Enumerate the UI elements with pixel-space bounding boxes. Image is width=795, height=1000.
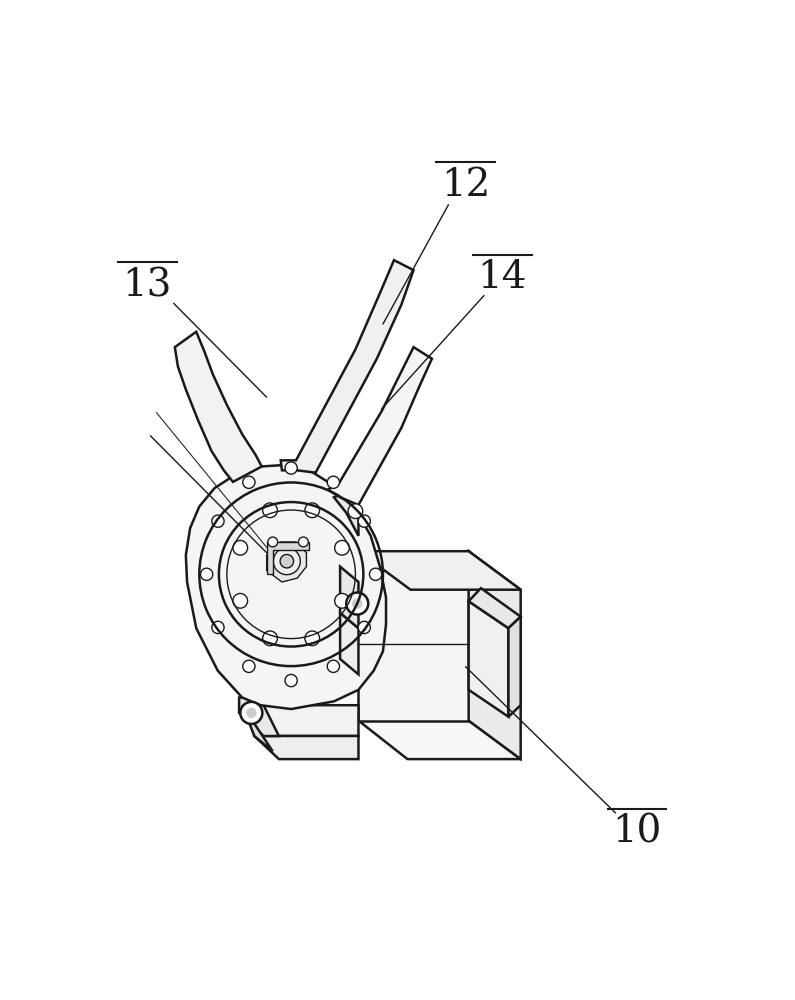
Circle shape <box>335 540 349 555</box>
Polygon shape <box>239 698 279 736</box>
Polygon shape <box>509 617 521 717</box>
Circle shape <box>328 660 339 672</box>
Polygon shape <box>468 551 521 759</box>
Circle shape <box>285 462 297 474</box>
Circle shape <box>262 503 277 518</box>
Polygon shape <box>340 567 359 628</box>
Polygon shape <box>254 736 359 759</box>
Polygon shape <box>242 674 359 736</box>
Circle shape <box>328 476 339 488</box>
Circle shape <box>298 537 308 547</box>
Circle shape <box>359 515 370 527</box>
Circle shape <box>370 568 382 580</box>
Polygon shape <box>328 347 432 505</box>
Text: 14: 14 <box>478 259 527 296</box>
Polygon shape <box>266 542 309 574</box>
Polygon shape <box>468 601 509 717</box>
Circle shape <box>242 476 255 488</box>
Polygon shape <box>281 260 413 473</box>
Polygon shape <box>186 465 386 709</box>
Circle shape <box>359 621 370 634</box>
Text: 10: 10 <box>612 814 661 851</box>
Polygon shape <box>359 551 521 590</box>
Circle shape <box>211 515 224 527</box>
Circle shape <box>233 593 247 608</box>
Circle shape <box>268 537 277 547</box>
Circle shape <box>262 631 277 646</box>
Circle shape <box>211 621 224 634</box>
Circle shape <box>233 540 247 555</box>
Polygon shape <box>359 721 521 759</box>
Polygon shape <box>242 705 273 751</box>
Circle shape <box>285 674 297 687</box>
Circle shape <box>273 548 301 575</box>
Polygon shape <box>334 490 359 536</box>
Polygon shape <box>175 332 262 482</box>
Polygon shape <box>468 588 521 628</box>
Text: 13: 13 <box>122 267 172 304</box>
Circle shape <box>246 708 256 718</box>
Text: 12: 12 <box>441 167 491 204</box>
Circle shape <box>280 554 293 568</box>
Circle shape <box>348 504 363 519</box>
Polygon shape <box>359 551 468 721</box>
Polygon shape <box>266 542 306 582</box>
Circle shape <box>200 568 213 580</box>
Polygon shape <box>340 613 359 674</box>
Circle shape <box>242 660 255 672</box>
Circle shape <box>346 593 368 615</box>
Circle shape <box>304 631 320 646</box>
Circle shape <box>352 599 363 608</box>
Circle shape <box>304 503 320 518</box>
Circle shape <box>240 702 262 724</box>
Circle shape <box>335 593 349 608</box>
